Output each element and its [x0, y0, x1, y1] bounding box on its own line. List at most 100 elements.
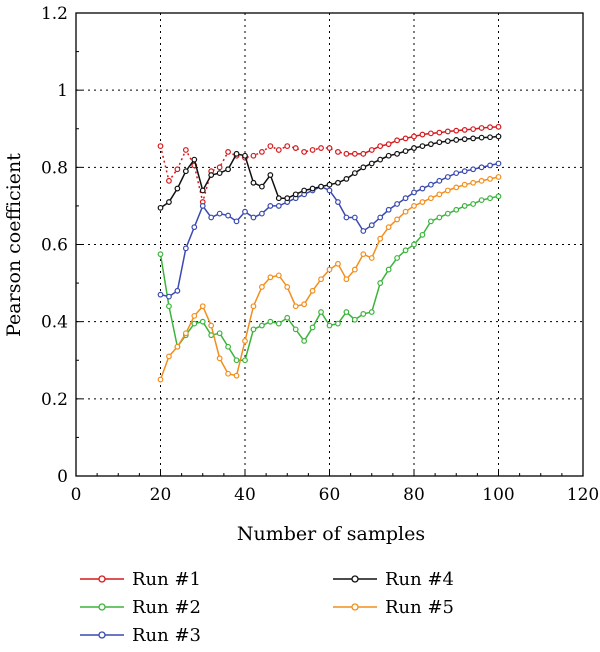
data-point — [216, 330, 223, 337]
data-point — [419, 143, 426, 150]
data-point — [478, 125, 485, 131]
data-point — [309, 324, 316, 331]
data-point — [318, 183, 324, 190]
data-point — [275, 320, 282, 327]
series-5 — [157, 174, 502, 383]
data-point — [301, 338, 308, 344]
data-point — [166, 303, 172, 310]
grid-lines — [76, 13, 583, 476]
data-point — [436, 191, 443, 198]
data-point — [360, 251, 367, 258]
data-point — [419, 199, 426, 205]
data-point — [428, 130, 434, 137]
data-point — [368, 147, 375, 153]
data-point — [444, 138, 451, 144]
data-point — [250, 179, 257, 186]
data-point — [335, 148, 341, 155]
y-axis-title: Pearson coefficient — [3, 153, 25, 337]
x-tick-label: 80 — [403, 485, 425, 505]
data-point — [385, 224, 392, 231]
data-point — [360, 311, 367, 317]
data-point — [225, 166, 232, 173]
data-point — [351, 170, 358, 177]
series-3 — [157, 160, 502, 300]
series-layer — [157, 123, 502, 383]
data-point — [259, 322, 265, 329]
legend-marker — [351, 603, 359, 611]
data-point — [267, 172, 274, 178]
data-point — [174, 287, 181, 294]
data-point — [208, 172, 215, 178]
data-point — [436, 139, 443, 146]
data-point — [250, 214, 257, 221]
x-axis-title: Number of samples — [237, 523, 425, 545]
y-tick-label: 0.2 — [41, 390, 68, 410]
data-point — [275, 203, 282, 209]
data-point — [157, 251, 164, 258]
data-point — [377, 156, 384, 163]
data-point — [360, 150, 367, 157]
data-point — [157, 143, 164, 150]
data-point — [292, 145, 299, 151]
data-point — [233, 150, 240, 157]
data-point — [394, 255, 401, 261]
data-point — [377, 214, 384, 221]
data-point — [318, 276, 324, 283]
data-point — [487, 134, 493, 141]
data-point — [470, 201, 477, 207]
data-point — [444, 210, 451, 217]
data-point — [377, 143, 384, 150]
data-point — [453, 127, 460, 134]
data-point — [470, 135, 477, 142]
data-point — [495, 174, 502, 180]
data-point — [309, 185, 316, 192]
data-point — [436, 129, 443, 136]
data-point — [402, 208, 409, 215]
data-point — [275, 272, 282, 279]
data-point — [301, 148, 308, 155]
data-point — [326, 181, 333, 188]
y-tick-label: 0.6 — [41, 236, 68, 256]
y-tick-label: 0.8 — [41, 158, 68, 178]
data-point — [394, 137, 401, 144]
data-point — [292, 303, 299, 310]
x-tick-label: 20 — [150, 485, 172, 505]
data-point — [470, 166, 477, 173]
y-tick-label: 0.4 — [41, 313, 68, 333]
data-point — [428, 181, 434, 188]
data-point — [301, 187, 308, 194]
data-point — [250, 152, 257, 159]
data-point — [343, 276, 350, 283]
data-point — [157, 291, 164, 298]
data-point — [301, 301, 308, 308]
data-point — [199, 303, 206, 310]
data-point — [377, 280, 384, 286]
data-point — [394, 201, 401, 207]
data-point — [191, 156, 198, 163]
data-point — [368, 222, 375, 229]
data-point — [284, 143, 291, 150]
data-point — [225, 212, 232, 219]
data-point — [318, 145, 324, 151]
data-point — [368, 255, 375, 261]
data-point — [191, 224, 198, 231]
data-point — [309, 287, 316, 294]
data-point — [242, 338, 248, 344]
data-point — [233, 357, 240, 364]
legend-label: Run #5 — [385, 597, 454, 618]
data-point — [402, 247, 409, 254]
data-point — [335, 260, 341, 267]
x-tick-label: 100 — [482, 485, 514, 505]
data-point — [351, 150, 358, 157]
data-point — [208, 322, 215, 329]
data-point — [360, 228, 367, 234]
data-point — [428, 141, 434, 148]
data-point — [402, 195, 409, 202]
legend: Run #1 Run #2 Run #3 Run #4 Run #5 — [80, 569, 454, 646]
data-point — [419, 185, 426, 192]
data-point — [495, 160, 502, 167]
data-point — [157, 204, 164, 211]
data-point — [444, 174, 451, 180]
data-point — [199, 203, 206, 209]
data-point — [326, 145, 333, 151]
